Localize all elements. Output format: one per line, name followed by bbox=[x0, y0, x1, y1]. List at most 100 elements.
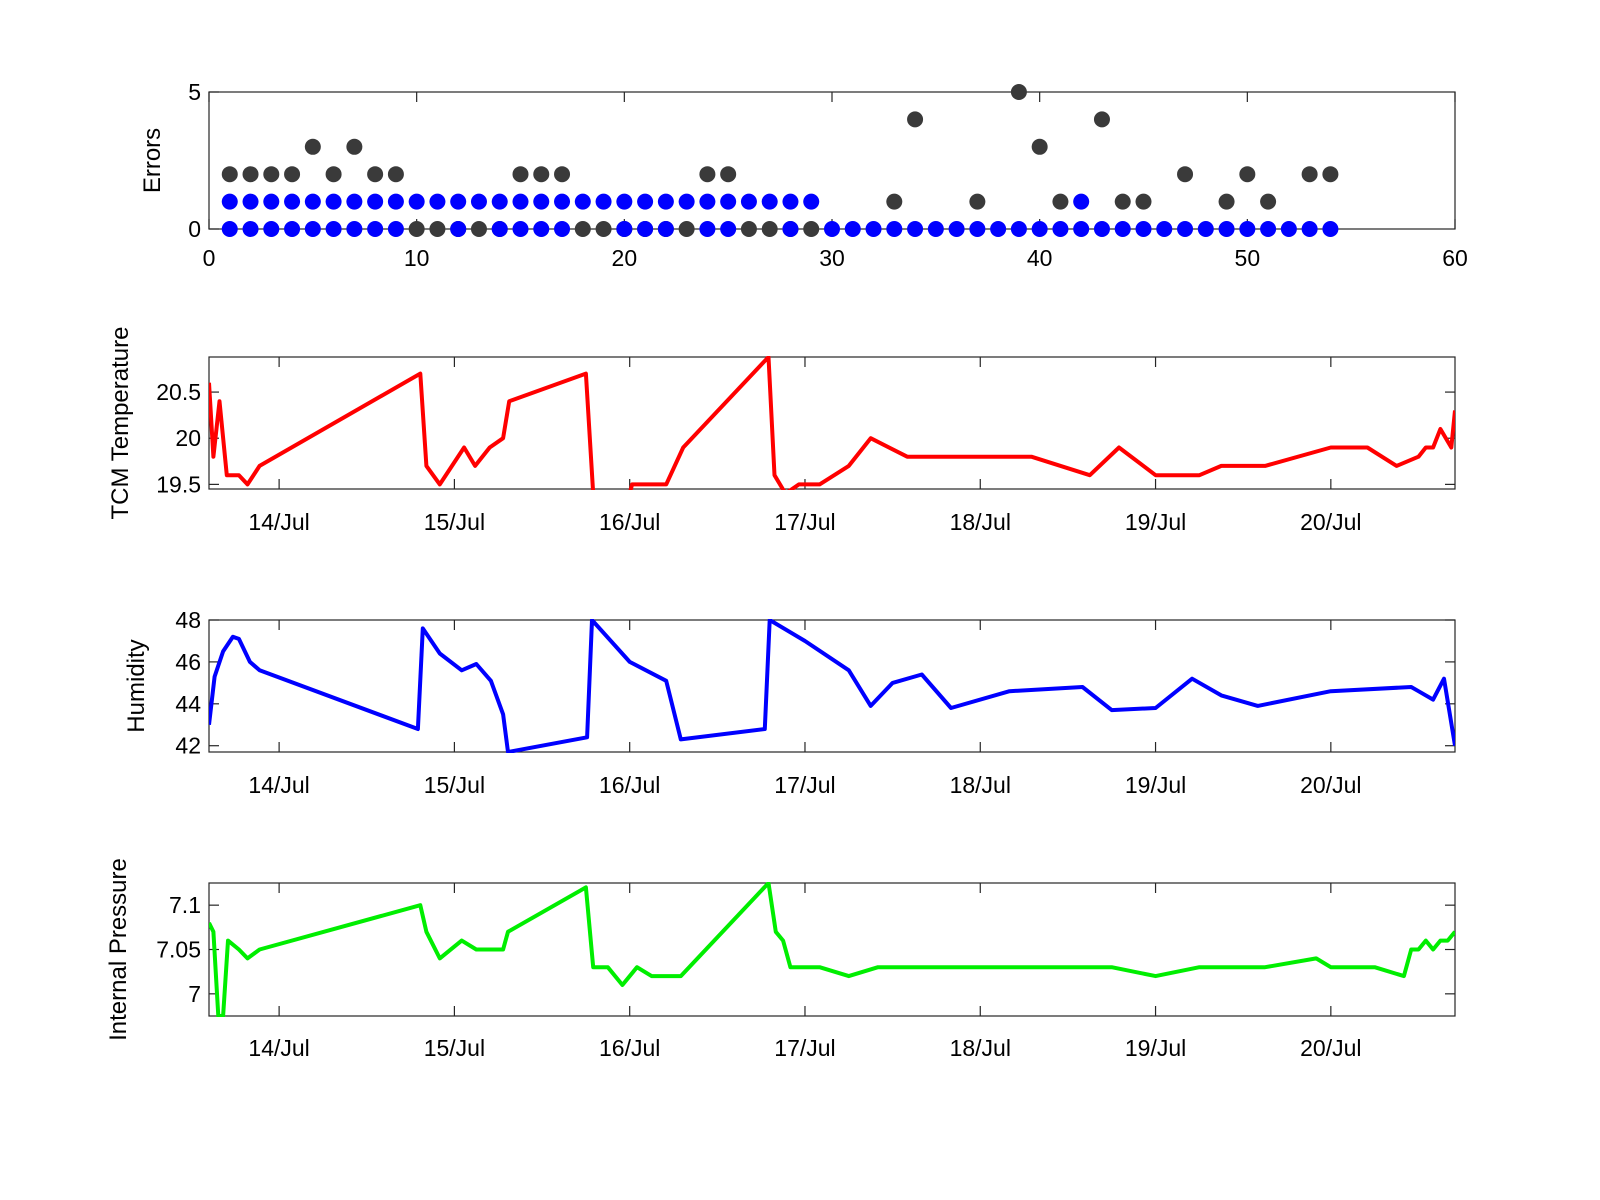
errors-point-dark bbox=[1239, 166, 1256, 183]
temperature-xtick-label: 20/Jul bbox=[1300, 509, 1361, 535]
errors-point-blue bbox=[408, 193, 425, 210]
errors-point-blue bbox=[387, 221, 404, 237]
errors-point-dark bbox=[1114, 193, 1131, 210]
errors-point-dark bbox=[1322, 166, 1339, 183]
errors-ylabel: Errors bbox=[139, 128, 166, 193]
errors-point-blue bbox=[657, 221, 674, 237]
errors-point-blue bbox=[1177, 221, 1194, 237]
errors-point-blue bbox=[325, 221, 342, 237]
temperature-ytick-label: 20.5 bbox=[156, 379, 201, 405]
pressure-xtick-label: 18/Jul bbox=[950, 1035, 1011, 1061]
errors-xtick-label: 0 bbox=[203, 245, 216, 271]
errors-point-blue bbox=[1052, 221, 1069, 237]
errors-point-blue bbox=[1260, 221, 1277, 237]
errors-point-dark bbox=[803, 221, 820, 237]
errors-point-blue bbox=[886, 221, 903, 237]
errors-point-blue bbox=[1073, 193, 1090, 210]
errors-point-blue bbox=[512, 193, 529, 210]
errors-xtick-label: 60 bbox=[1442, 245, 1468, 271]
temperature-ylabel: TCM Temperature bbox=[107, 327, 134, 520]
errors-point-dark bbox=[740, 221, 757, 237]
temperature-xtick-label: 14/Jul bbox=[248, 509, 309, 535]
humidity-xtick-label: 16/Jul bbox=[599, 772, 660, 798]
humidity-panel: 14/Jul 15/Jul 16/Jul 17/Jul 18/Jul 19/Jul 20/J… bbox=[123, 607, 1456, 798]
errors-point-blue bbox=[346, 193, 363, 210]
errors-point-blue bbox=[616, 221, 633, 237]
errors-ytick-label: 0 bbox=[188, 216, 201, 242]
errors-point-dark bbox=[367, 166, 384, 183]
errors-point-blue bbox=[1197, 221, 1214, 237]
pressure-ytick-label: 7.05 bbox=[156, 937, 201, 963]
errors-ytick-label: 5 bbox=[188, 79, 201, 105]
errors-point-blue bbox=[616, 193, 633, 210]
errors-point-blue bbox=[782, 221, 799, 237]
errors-point-blue bbox=[761, 193, 778, 210]
humidity-xtick-label: 15/Jul bbox=[424, 772, 485, 798]
errors-point-dark bbox=[1052, 193, 1069, 210]
humidity-series-line bbox=[209, 619, 1455, 753]
errors-point-dark bbox=[533, 166, 550, 183]
errors-point-blue bbox=[678, 193, 695, 210]
errors-point-blue bbox=[1114, 221, 1131, 237]
pressure-xtick-label: 16/Jul bbox=[599, 1035, 660, 1061]
errors-point-blue bbox=[803, 193, 820, 210]
errors-point-blue bbox=[1031, 221, 1048, 237]
errors-point-blue bbox=[263, 193, 280, 210]
errors-point-dark bbox=[761, 221, 778, 237]
errors-point-dark bbox=[595, 221, 612, 237]
errors-point-blue bbox=[1010, 221, 1027, 237]
errors-point-blue bbox=[429, 193, 446, 210]
errors-point-dark bbox=[907, 111, 924, 128]
errors-point-blue bbox=[927, 221, 944, 237]
temperature-axes-frame bbox=[208, 356, 1456, 490]
humidity-xtick-label: 18/Jul bbox=[950, 772, 1011, 798]
errors-point-blue bbox=[574, 193, 591, 210]
pressure-xtick-label: 17/Jul bbox=[774, 1035, 835, 1061]
errors-point-dark bbox=[1218, 193, 1235, 210]
errors-point-dark bbox=[969, 193, 986, 210]
errors-point-dark bbox=[284, 166, 301, 183]
errors-point-dark bbox=[325, 166, 342, 183]
errors-point-blue bbox=[450, 221, 467, 237]
errors-point-blue bbox=[1322, 221, 1339, 237]
humidity-ytick-label: 48 bbox=[175, 607, 201, 633]
pressure-panel: 14/Jul 15/Jul 16/Jul 17/Jul 18/Jul 19/Jul 20/J… bbox=[105, 858, 1456, 1061]
errors-panel: 0 10 20 30 40 50 60 0 5 Errors bbox=[139, 79, 1468, 271]
errors-point-blue bbox=[865, 221, 882, 237]
errors-point-dark bbox=[1010, 84, 1027, 100]
temperature-xtick-label: 15/Jul bbox=[424, 509, 485, 535]
errors-point-blue bbox=[284, 221, 301, 237]
errors-point-blue bbox=[1280, 221, 1297, 237]
errors-point-dark bbox=[263, 166, 280, 183]
errors-point-dark bbox=[346, 138, 363, 155]
pressure-ylabel: Internal Pressure bbox=[105, 858, 132, 1041]
errors-point-blue bbox=[554, 193, 571, 210]
errors-xtick-label: 50 bbox=[1235, 245, 1261, 271]
errors-point-blue bbox=[1073, 221, 1090, 237]
pressure-ytick-label: 7.1 bbox=[169, 892, 201, 918]
pressure-xtick-label: 15/Jul bbox=[424, 1035, 485, 1061]
temperature-xtick-label: 17/Jul bbox=[774, 509, 835, 535]
humidity-xtick-label: 17/Jul bbox=[774, 772, 835, 798]
errors-point-blue bbox=[242, 221, 259, 237]
errors-point-blue bbox=[304, 221, 321, 237]
errors-point-dark bbox=[408, 221, 425, 237]
humidity-xtick-label: 20/Jul bbox=[1300, 772, 1361, 798]
errors-point-blue bbox=[533, 193, 550, 210]
humidity-ytick-label: 44 bbox=[175, 691, 201, 717]
errors-point-dark bbox=[1135, 193, 1152, 210]
errors-point-dark bbox=[1301, 166, 1318, 183]
pressure-xtick-label: 20/Jul bbox=[1300, 1035, 1361, 1061]
errors-point-dark bbox=[886, 193, 903, 210]
errors-point-dark bbox=[1260, 193, 1277, 210]
pressure-ytick-label: 7 bbox=[188, 981, 201, 1007]
errors-point-dark bbox=[242, 166, 259, 183]
errors-point-dark bbox=[221, 166, 238, 183]
errors-point-blue bbox=[720, 221, 737, 237]
errors-xtick-label: 40 bbox=[1027, 245, 1053, 271]
humidity-xtick-label: 14/Jul bbox=[248, 772, 309, 798]
errors-point-blue bbox=[1135, 221, 1152, 237]
errors-point-blue bbox=[637, 221, 654, 237]
errors-point-blue bbox=[533, 221, 550, 237]
errors-point-blue bbox=[1156, 221, 1173, 237]
